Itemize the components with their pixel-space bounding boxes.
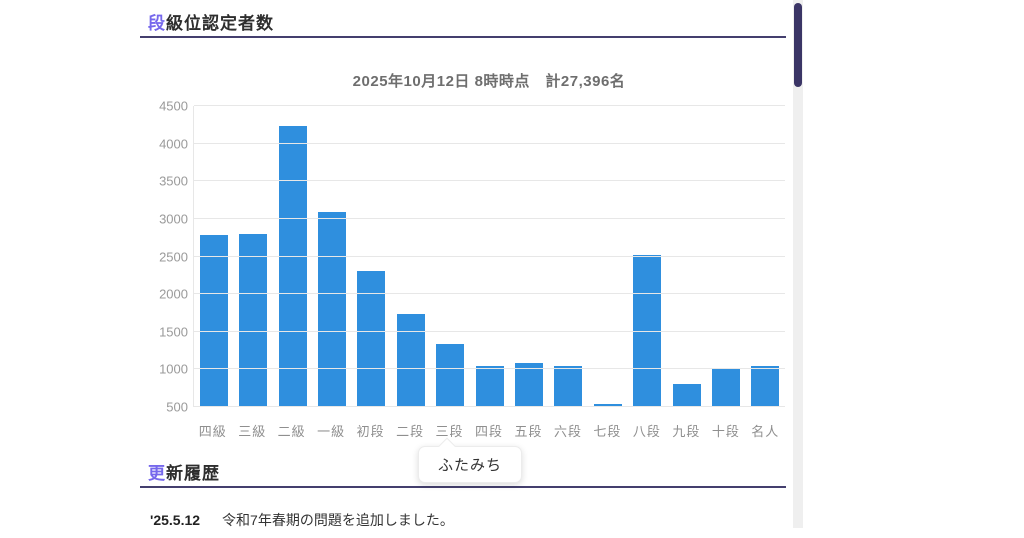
bar-名人[interactable] xyxy=(751,366,780,407)
x-label-十段[interactable]: 十段 xyxy=(711,424,740,439)
scrollbar-thumb[interactable] xyxy=(794,3,802,87)
bar-slot-六段 xyxy=(549,106,588,407)
gridline-1000 xyxy=(194,368,785,370)
chart-title: 2025年10月12日 8時時点 計27,396名 xyxy=(352,73,626,90)
y-axis-ticks: 500 1000 1500 2000 2500 3000 3500 4000 4500 xyxy=(140,99,188,415)
x-label-一級[interactable]: 一級 xyxy=(317,424,346,439)
gridline-3500 xyxy=(194,180,785,182)
bar-二段[interactable] xyxy=(396,314,425,407)
gridline-2000 xyxy=(194,293,785,295)
section-title-dan-accent: 段 xyxy=(148,14,166,33)
x-label-二段[interactable]: 二段 xyxy=(396,424,425,439)
y-tick-2500: 2500 xyxy=(159,249,188,264)
gridline-4000 xyxy=(194,142,785,144)
x-label-九段[interactable]: 九段 xyxy=(672,424,701,439)
section-title-update: 更新履歴 xyxy=(148,459,220,484)
tooltip-caret xyxy=(438,437,456,455)
bar-四段[interactable] xyxy=(475,366,504,407)
y-tick-1000: 1000 xyxy=(159,361,188,377)
x-label-七段[interactable]: 七段 xyxy=(593,424,622,439)
bar-slot-四段 xyxy=(470,106,509,407)
gridline-1500 xyxy=(194,330,785,332)
section-divider-dan xyxy=(140,36,786,38)
gridline-500 xyxy=(194,406,785,407)
x-label-四段[interactable]: 四段 xyxy=(475,424,504,439)
section-divider-update xyxy=(140,486,786,488)
bar-一級[interactable] xyxy=(317,212,346,407)
gridline-3000 xyxy=(194,217,785,219)
section-title-dan: 段級位認定者数 xyxy=(148,9,274,34)
bar-slot-五段 xyxy=(509,106,548,407)
tooltip-text: ふたみち xyxy=(438,457,503,474)
gridline-4500 xyxy=(194,105,785,106)
bar-slot-一級 xyxy=(312,106,351,407)
x-axis-labels: 四級 三級 二級 一級 初段 二段 三段 四段 五段 六段 七段 八段 九段 十段 名人 xyxy=(193,421,785,440)
y-tick-4500: 4500 xyxy=(159,98,188,114)
scrollbar-track[interactable] xyxy=(793,0,803,528)
y-tick-3500: 3500 xyxy=(159,173,188,189)
bar-五段[interactable] xyxy=(514,362,543,407)
section-title-dan-rest: 級位認定者数 xyxy=(166,14,274,33)
y-tick-2000: 2000 xyxy=(159,286,188,302)
bar-slot-四級 xyxy=(194,106,233,407)
x-label-四級[interactable]: 四級 xyxy=(198,424,227,439)
y-tick-3000: 3000 xyxy=(159,211,188,227)
y-tick-500: 500 xyxy=(166,399,188,415)
bar-chart-plot-area xyxy=(193,105,785,407)
x-label-名人[interactable]: 名人 xyxy=(751,424,780,439)
x-label-二級[interactable]: 二級 xyxy=(277,424,306,439)
gridline-2500 xyxy=(194,255,785,257)
tooltip: ふたみち xyxy=(418,437,523,483)
bar-slot-三段 xyxy=(430,106,469,407)
x-label-六段[interactable]: 六段 xyxy=(553,424,582,439)
bar-slot-初段 xyxy=(352,106,391,407)
bar-slot-三級 xyxy=(233,106,272,407)
y-tick-4000: 4000 xyxy=(159,136,188,152)
x-label-三級[interactable]: 三級 xyxy=(238,424,267,439)
update-entry-date: '25.5.12 xyxy=(150,512,201,528)
x-label-三段[interactable]: 三段 xyxy=(435,424,464,439)
bar-初段[interactable] xyxy=(357,270,386,407)
bar-slot-九段 xyxy=(667,106,706,407)
bar-slot-七段 xyxy=(588,106,627,407)
bar-slot-名人 xyxy=(746,106,785,407)
content-area: 段級位認定者数 2025年10月12日 8時時点 計27,396名 500 100… xyxy=(140,0,786,538)
x-label-八段[interactable]: 八段 xyxy=(632,424,661,439)
x-label-五段[interactable]: 五段 xyxy=(514,424,543,439)
bar-三段[interactable] xyxy=(436,343,465,407)
update-entry: '25.5.12 令和7年春期の問題を追加しました。 xyxy=(150,510,454,530)
bar-二級[interactable] xyxy=(278,125,307,407)
bar-slot-十段 xyxy=(706,106,745,407)
section-title-update-accent: 更 xyxy=(148,464,166,483)
section-title-update-rest: 新履歴 xyxy=(166,464,220,483)
bar-四級[interactable] xyxy=(199,235,228,407)
x-label-初段[interactable]: 初段 xyxy=(356,424,385,439)
bar-slot-二級 xyxy=(273,106,312,407)
bar-十段[interactable] xyxy=(711,367,740,407)
bars-container xyxy=(194,106,785,407)
bar-九段[interactable] xyxy=(672,383,701,407)
bar-六段[interactable] xyxy=(554,366,583,407)
bar-七段[interactable] xyxy=(593,403,622,407)
bar-slot-八段 xyxy=(627,106,666,407)
bar-三級[interactable] xyxy=(239,233,268,407)
y-tick-1500: 1500 xyxy=(159,324,188,340)
update-entry-text: 令和7年春期の問題を追加しました。 xyxy=(222,512,454,528)
bar-slot-二段 xyxy=(391,106,430,407)
